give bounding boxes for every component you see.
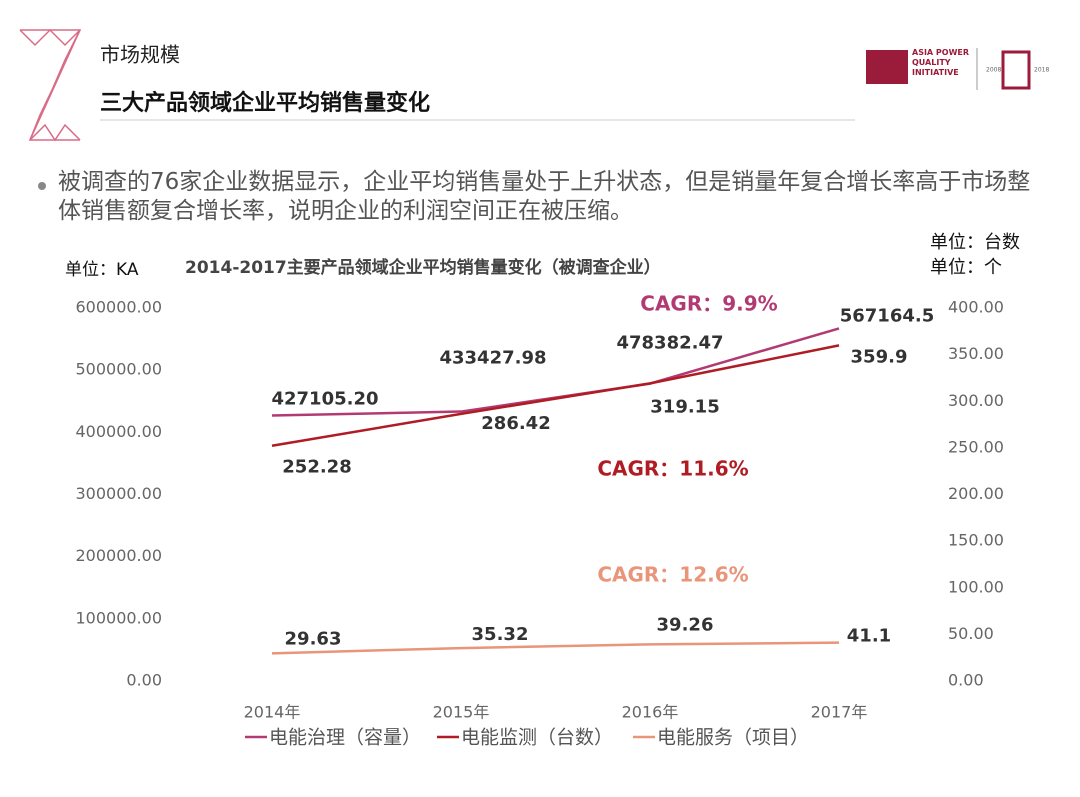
annotation: CAGR：12.6%	[597, 563, 748, 587]
legend-label: 电能监测（台数）	[461, 727, 613, 749]
y-unit: 单位：KA	[65, 260, 139, 280]
y2-tick-label: 200.00	[948, 484, 1004, 503]
y2-unit: 单位：个	[930, 257, 1002, 278]
series-line	[271, 344, 840, 447]
series-line	[271, 641, 840, 655]
logo-name-box: ASIA POWER QUALITY INITIATIVE	[912, 48, 970, 77]
logo-mark	[866, 50, 908, 84]
logo-end: 2018	[1034, 67, 1049, 74]
y2-tick-label: 150.00	[948, 531, 1004, 550]
legend-label: 电能治理（容量）	[269, 727, 421, 749]
bullet-text: 被调查的76家企业数据显示，企业平均销售量处于上升状态，但是销量年复合增长率高于…	[58, 169, 1031, 224]
slide-title: 三大产品领域企业平均销售量变化	[100, 90, 430, 116]
y2-tick-label: 350.00	[948, 344, 1004, 363]
x-tick-label: 2016年	[622, 703, 679, 722]
value-label: 359.9	[851, 346, 908, 367]
value-label: 252.28	[282, 457, 351, 478]
x-tick-label: 2014年	[244, 703, 301, 722]
y-tick-label: 400000.00	[75, 422, 162, 441]
annotation: CAGR：11.6%	[597, 457, 748, 481]
value-label: 39.26	[657, 614, 714, 635]
y-tick-label: 100000.00	[75, 608, 162, 627]
y2-tick-label: 250.00	[948, 437, 1004, 456]
y-tick-label: 200000.00	[75, 546, 162, 565]
value-label: 567164.5	[840, 305, 935, 326]
y-tick-label: 500000.00	[75, 360, 162, 379]
value-label: 319.15	[650, 396, 719, 417]
y2-tick-label: 0.00	[948, 671, 984, 690]
section-title: 市场规模	[100, 43, 180, 67]
logo-start: 2008	[986, 67, 1001, 74]
logo: ASIA POWER QUALITY INITIATIVE 2008 2018	[866, 48, 1049, 90]
y2-tick-label: 300.00	[948, 391, 1004, 410]
value-label: 427105.20	[271, 388, 378, 409]
y2-tick-label: 50.00	[948, 624, 994, 643]
y2-unit: 单位：台数	[930, 232, 1020, 253]
logo-name: ASIA POWER QUALITY INITIATIVE	[912, 48, 970, 77]
y-tick-label: 300000.00	[75, 484, 162, 503]
value-label: 35.32	[472, 624, 529, 645]
y-tick-label: 600000.00	[75, 298, 162, 317]
value-label: 478382.47	[616, 333, 723, 354]
value-label: 286.42	[481, 413, 550, 434]
x-tick-label: 2017年	[811, 703, 868, 722]
value-label: 41.1	[847, 626, 891, 647]
legend-label: 电能服务（项目）	[657, 727, 809, 749]
value-label: 29.63	[285, 628, 342, 649]
y-tick-label: 0.00	[126, 671, 162, 690]
chart-title: 2014-2017主要产品领域企业平均销售量变化（被调查企业）	[185, 257, 661, 278]
logo-ten	[1001, 50, 1031, 90]
bullet-box: 被调查的76家企业数据显示，企业平均销售量处于上升状态，但是销量年复合增长率高于…	[58, 169, 1031, 224]
y2-tick-label: 400.00	[948, 298, 1004, 317]
bullet-dot	[38, 182, 46, 190]
decoration	[19, 28, 82, 142]
x-tick-label: 2015年	[433, 703, 490, 722]
y2-tick-label: 100.00	[948, 577, 1004, 596]
value-label: 433427.98	[439, 348, 546, 369]
annotation: CAGR：9.9%	[640, 292, 777, 316]
